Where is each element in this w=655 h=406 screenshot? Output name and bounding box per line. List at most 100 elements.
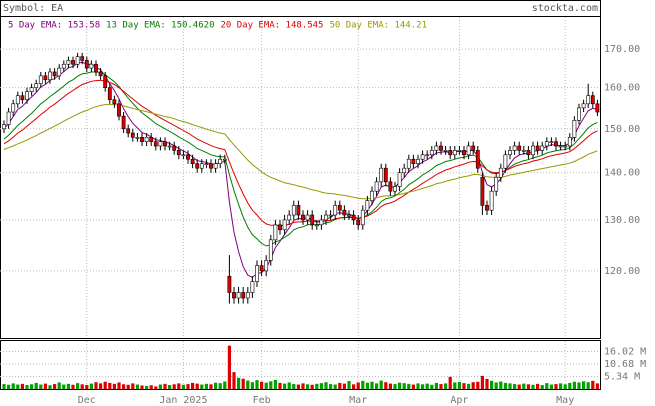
candle-body xyxy=(181,154,186,157)
volume-panel xyxy=(0,340,601,390)
symbol: Symbol: EA xyxy=(3,3,63,14)
candle-body xyxy=(57,67,62,77)
candle-body xyxy=(222,158,227,161)
volume-bar xyxy=(361,380,365,389)
candle-body xyxy=(383,167,388,183)
candle-body xyxy=(508,150,512,156)
candle-body xyxy=(71,60,75,65)
candle-body xyxy=(526,150,531,156)
candle-body xyxy=(218,158,223,164)
candle-body xyxy=(586,95,591,105)
volume-bar xyxy=(209,384,213,389)
volume-bar xyxy=(145,385,149,389)
volume-bar xyxy=(223,381,227,389)
candle-body xyxy=(301,214,305,221)
candle-body xyxy=(374,181,379,192)
volume-bar xyxy=(595,383,599,389)
volume-bar xyxy=(296,384,300,389)
candle-body xyxy=(172,145,177,151)
candle-body xyxy=(563,145,568,148)
candle-body xyxy=(264,260,269,272)
volume-tick-label: 5.34 M xyxy=(604,371,640,382)
candle-body xyxy=(503,154,508,169)
volume-bar xyxy=(237,377,241,389)
y-tick-label: 170.00 xyxy=(604,44,640,55)
candle-body xyxy=(554,141,558,147)
candle-body xyxy=(15,95,20,105)
volume-bar xyxy=(264,382,268,389)
volume-bar xyxy=(2,384,6,389)
candle-body xyxy=(80,56,85,61)
volume-bar xyxy=(568,382,572,389)
volume-bar xyxy=(112,383,116,389)
candle-body xyxy=(365,200,370,211)
candle-body xyxy=(471,145,476,151)
candle-body xyxy=(347,214,351,217)
volume-bar xyxy=(379,380,383,389)
x-tick-label: Dec xyxy=(78,395,96,406)
candle-body xyxy=(462,150,466,156)
candle-body xyxy=(153,141,158,147)
candle-body xyxy=(314,224,319,227)
volume-bar xyxy=(319,383,323,389)
candle-body xyxy=(43,75,48,81)
y-tick-label: 120.00 xyxy=(604,266,640,277)
volume-bar xyxy=(94,382,98,389)
volume-bar xyxy=(310,384,314,389)
volume-bar xyxy=(476,381,480,389)
candle-body xyxy=(439,145,443,151)
volume-bar xyxy=(126,384,130,389)
volume-bar xyxy=(122,384,126,389)
volume-bar xyxy=(467,383,471,389)
volume-bar xyxy=(485,378,489,389)
volume-bar xyxy=(577,382,581,389)
candle-body xyxy=(379,167,384,183)
candle-body xyxy=(337,205,342,211)
candle-body xyxy=(140,137,144,142)
volume-bar xyxy=(582,381,586,389)
candle-body xyxy=(457,150,462,152)
candle-body xyxy=(176,150,181,156)
volume-bar xyxy=(76,383,80,389)
candle-body xyxy=(29,87,34,92)
candle-body xyxy=(572,120,577,138)
candle-body xyxy=(98,71,103,77)
volume-bar xyxy=(549,384,553,389)
volume-bar xyxy=(71,384,75,389)
volume-bar xyxy=(421,384,425,389)
candle-body xyxy=(356,219,361,226)
candle-body xyxy=(25,91,29,101)
candle-body xyxy=(227,275,232,293)
y-tick-label: 150.00 xyxy=(604,124,640,135)
candle-body xyxy=(416,158,420,164)
volume-bar xyxy=(66,383,70,389)
volume-bar xyxy=(269,381,273,389)
volume-bar xyxy=(517,384,521,389)
volume-bar xyxy=(246,380,250,389)
candle-body xyxy=(241,292,246,299)
candle-body xyxy=(305,214,310,221)
legend-entry: 20 Day EMA: 148.545 xyxy=(221,21,324,31)
volume-bar xyxy=(434,382,438,389)
candle-body xyxy=(434,145,439,151)
volume-bar xyxy=(393,384,397,389)
candle-body xyxy=(489,190,494,211)
candle-body xyxy=(535,145,540,151)
volume-bar xyxy=(16,384,20,389)
x-tick-label: May xyxy=(556,395,574,406)
volume-bar xyxy=(85,385,89,389)
volume-bar xyxy=(503,382,507,389)
volume-bar xyxy=(329,384,333,389)
volume-bar xyxy=(494,382,498,389)
candle-body xyxy=(397,172,402,187)
candles xyxy=(2,52,600,304)
candle-body xyxy=(319,219,324,226)
candle-body xyxy=(144,137,149,142)
candle-body xyxy=(448,150,453,156)
candle-body xyxy=(567,137,572,147)
volume-bar xyxy=(342,383,346,389)
volume-bar xyxy=(398,382,402,389)
volume-bar xyxy=(117,382,121,389)
x-tick-label: Apr xyxy=(450,395,468,406)
